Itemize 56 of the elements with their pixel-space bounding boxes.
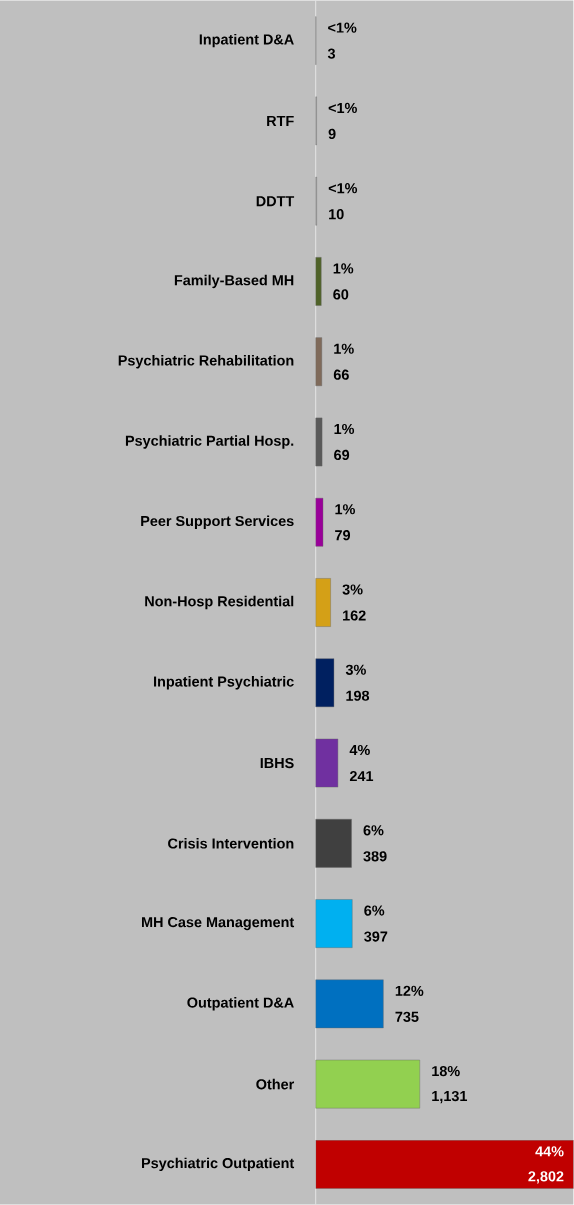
data-label: 79 (335, 530, 351, 541)
y-tick-label: MH Case Management (142, 917, 295, 931)
data-label: 69 (334, 449, 350, 461)
y-tick-label: Outpatient D&A (187, 997, 294, 1011)
y-tick-label: Family-Based MH (175, 274, 294, 289)
annotation: 18% (432, 1066, 460, 1077)
data-label: 397 (364, 931, 388, 942)
bar (315, 1059, 421, 1109)
annotation: 44% (535, 1146, 564, 1157)
bar (315, 819, 352, 868)
data-label: 60 (333, 289, 349, 300)
annotation: <1% (328, 22, 357, 33)
data-label: 66 (333, 369, 349, 380)
y-tick-label: RTF (267, 115, 294, 126)
data-label: 735 (395, 1011, 419, 1022)
annotation: 1% (334, 423, 355, 435)
data-label: 3 (327, 48, 336, 59)
bar (315, 578, 331, 627)
y-tick-label: DDTT (256, 196, 295, 207)
annotation: 12% (395, 985, 424, 996)
bar (315, 899, 353, 948)
annotation: 6% (364, 905, 385, 916)
y-tick-label: Psychiatric Partial Hosp. (126, 435, 294, 449)
data-label: 10 (329, 209, 344, 220)
bar (315, 337, 323, 386)
annotation: 1% (333, 263, 354, 274)
annotation: <1% (328, 102, 358, 113)
annotation: <1% (328, 183, 358, 194)
data-label: 2,802 (528, 1171, 564, 1184)
annotation: 3% (342, 584, 363, 595)
y-tick-label: Crisis Intervention (168, 838, 294, 849)
bar (315, 979, 384, 1029)
data-label: 241 (350, 770, 374, 782)
bar (315, 417, 323, 467)
data-label: 162 (343, 610, 366, 621)
y-tick-label: Psychiatric Rehabilitation (118, 354, 294, 369)
annotation: 1% (334, 343, 354, 354)
y-tick-label: Non-Hosp Residential (145, 595, 294, 610)
y-tick-label: IBHS (260, 757, 294, 769)
bar (315, 738, 339, 788)
data-label: 9 (328, 128, 336, 140)
annotation: 4% (349, 744, 371, 756)
bar (315, 658, 335, 708)
annotation: 6% (363, 825, 384, 836)
data-label: 198 (346, 690, 370, 701)
bar (315, 257, 322, 306)
y-tick-label: Peer Support Services (141, 515, 294, 529)
data-label: 1,131 (432, 1090, 468, 1104)
y-tick-label: Other (256, 1078, 295, 1090)
y-tick-label: Inpatient Psychiatric (154, 676, 294, 690)
data-label: 389 (363, 851, 387, 862)
bar (315, 497, 324, 547)
annotation: 3% (345, 664, 367, 675)
y-tick-label: Inpatient D&A (199, 33, 294, 48)
y-tick-label: Psychiatric Outpatient (142, 1157, 295, 1172)
annotation: 1% (335, 504, 356, 515)
